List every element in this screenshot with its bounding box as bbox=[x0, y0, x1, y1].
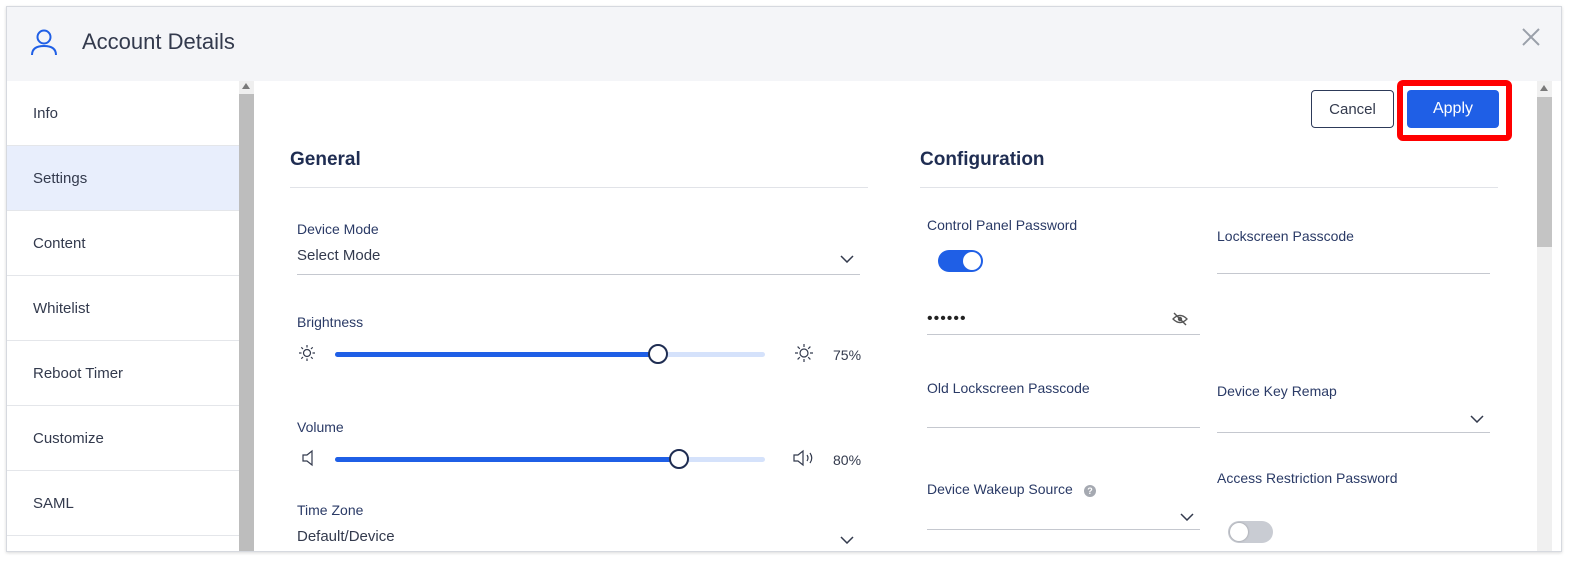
old-lockscreen-passcode-label: Old Lockscreen Passcode bbox=[927, 380, 1090, 396]
chevron-down-icon[interactable] bbox=[840, 255, 854, 263]
brightness-value: 75% bbox=[833, 347, 862, 363]
brightness-label: Brightness bbox=[297, 314, 364, 330]
device-wakeup-source-underline bbox=[927, 529, 1200, 530]
time-zone-label: Time Zone bbox=[297, 502, 364, 518]
device-mode-select[interactable]: Select Mode bbox=[297, 247, 381, 264]
chevron-down-icon[interactable] bbox=[1180, 513, 1194, 521]
help-icon[interactable]: ? bbox=[1084, 485, 1096, 497]
scroll-up-arrow-icon bbox=[242, 83, 250, 89]
volume-slider[interactable] bbox=[335, 449, 765, 469]
control-panel-password-underline bbox=[927, 334, 1200, 335]
general-section-title: General bbox=[290, 149, 361, 170]
sidebar-item-settings[interactable]: Settings bbox=[7, 146, 239, 211]
dialog-header: Account Details bbox=[7, 7, 1561, 81]
close-icon[interactable] bbox=[1519, 25, 1543, 49]
chevron-down-icon[interactable] bbox=[1470, 415, 1484, 423]
volume-value: 80% bbox=[833, 452, 862, 468]
sidebar-item-content[interactable]: Content bbox=[7, 211, 239, 276]
device-mode-label: Device Mode bbox=[297, 221, 379, 237]
toggle-knob bbox=[963, 252, 981, 270]
sidebar-item-customize[interactable]: Customize bbox=[7, 406, 239, 471]
device-key-remap-label: Device Key Remap bbox=[1217, 383, 1337, 399]
old-lockscreen-passcode-underline bbox=[927, 427, 1200, 428]
main-scroll-thumb[interactable] bbox=[1537, 97, 1552, 247]
configuration-divider bbox=[920, 187, 1498, 188]
device-mode-underline bbox=[297, 274, 860, 275]
control-panel-password-input[interactable]: •••••• bbox=[927, 310, 967, 327]
volume-low-icon bbox=[302, 449, 313, 467]
apply-highlight-box bbox=[1397, 80, 1512, 141]
volume-high-icon bbox=[793, 449, 813, 467]
device-key-remap-underline bbox=[1217, 432, 1490, 433]
settings-sidebar: Info Settings Content Whitelist Reboot T… bbox=[7, 81, 239, 551]
sidebar-scrollbar[interactable] bbox=[239, 81, 254, 551]
user-icon bbox=[31, 29, 57, 56]
apply-button[interactable]: Apply bbox=[1407, 90, 1499, 128]
sidebar-item-reboot-timer[interactable]: Reboot Timer bbox=[7, 341, 239, 406]
brightness-slider-fill bbox=[335, 352, 658, 357]
main-scrollbar[interactable] bbox=[1531, 81, 1561, 551]
brightness-slider-handle[interactable] bbox=[647, 344, 668, 364]
scroll-up-arrow-icon[interactable] bbox=[1540, 85, 1548, 91]
volume-label: Volume bbox=[297, 419, 344, 435]
brightness-high-icon bbox=[795, 344, 813, 362]
volume-slider-fill bbox=[335, 457, 679, 462]
cancel-button[interactable]: Cancel bbox=[1311, 90, 1394, 128]
device-wakeup-source-label: Device Wakeup Source bbox=[927, 481, 1073, 497]
chevron-down-icon[interactable] bbox=[840, 536, 854, 544]
settings-panel: Cancel Apply General Device Mode Select … bbox=[254, 80, 1532, 551]
eye-slash-icon[interactable] bbox=[1172, 312, 1188, 326]
general-divider bbox=[290, 187, 868, 188]
brightness-slider[interactable] bbox=[335, 344, 765, 364]
access-restriction-password-toggle[interactable] bbox=[1228, 521, 1273, 543]
configuration-section-title: Configuration bbox=[920, 149, 1045, 170]
control-panel-password-toggle[interactable] bbox=[938, 250, 983, 272]
sidebar-item-whitelist[interactable]: Whitelist bbox=[7, 276, 239, 341]
volume-slider-handle[interactable] bbox=[669, 449, 689, 469]
access-restriction-password-label: Access Restriction Password bbox=[1217, 470, 1398, 486]
control-panel-password-label: Control Panel Password bbox=[927, 217, 1078, 233]
sidebar-item-info[interactable]: Info bbox=[7, 81, 239, 146]
lockscreen-passcode-underline bbox=[1217, 273, 1490, 274]
toggle-knob bbox=[1230, 523, 1248, 541]
sidebar-item-saml[interactable]: SAML bbox=[7, 471, 239, 536]
brightness-low-icon bbox=[299, 345, 315, 361]
dialog-title: Account Details bbox=[82, 29, 235, 54]
time-zone-select[interactable]: Default/Device bbox=[297, 528, 395, 545]
lockscreen-passcode-label: Lockscreen Passcode bbox=[1217, 228, 1354, 244]
account-details-dialog: Account Details Info Settings Content Wh… bbox=[6, 6, 1562, 552]
